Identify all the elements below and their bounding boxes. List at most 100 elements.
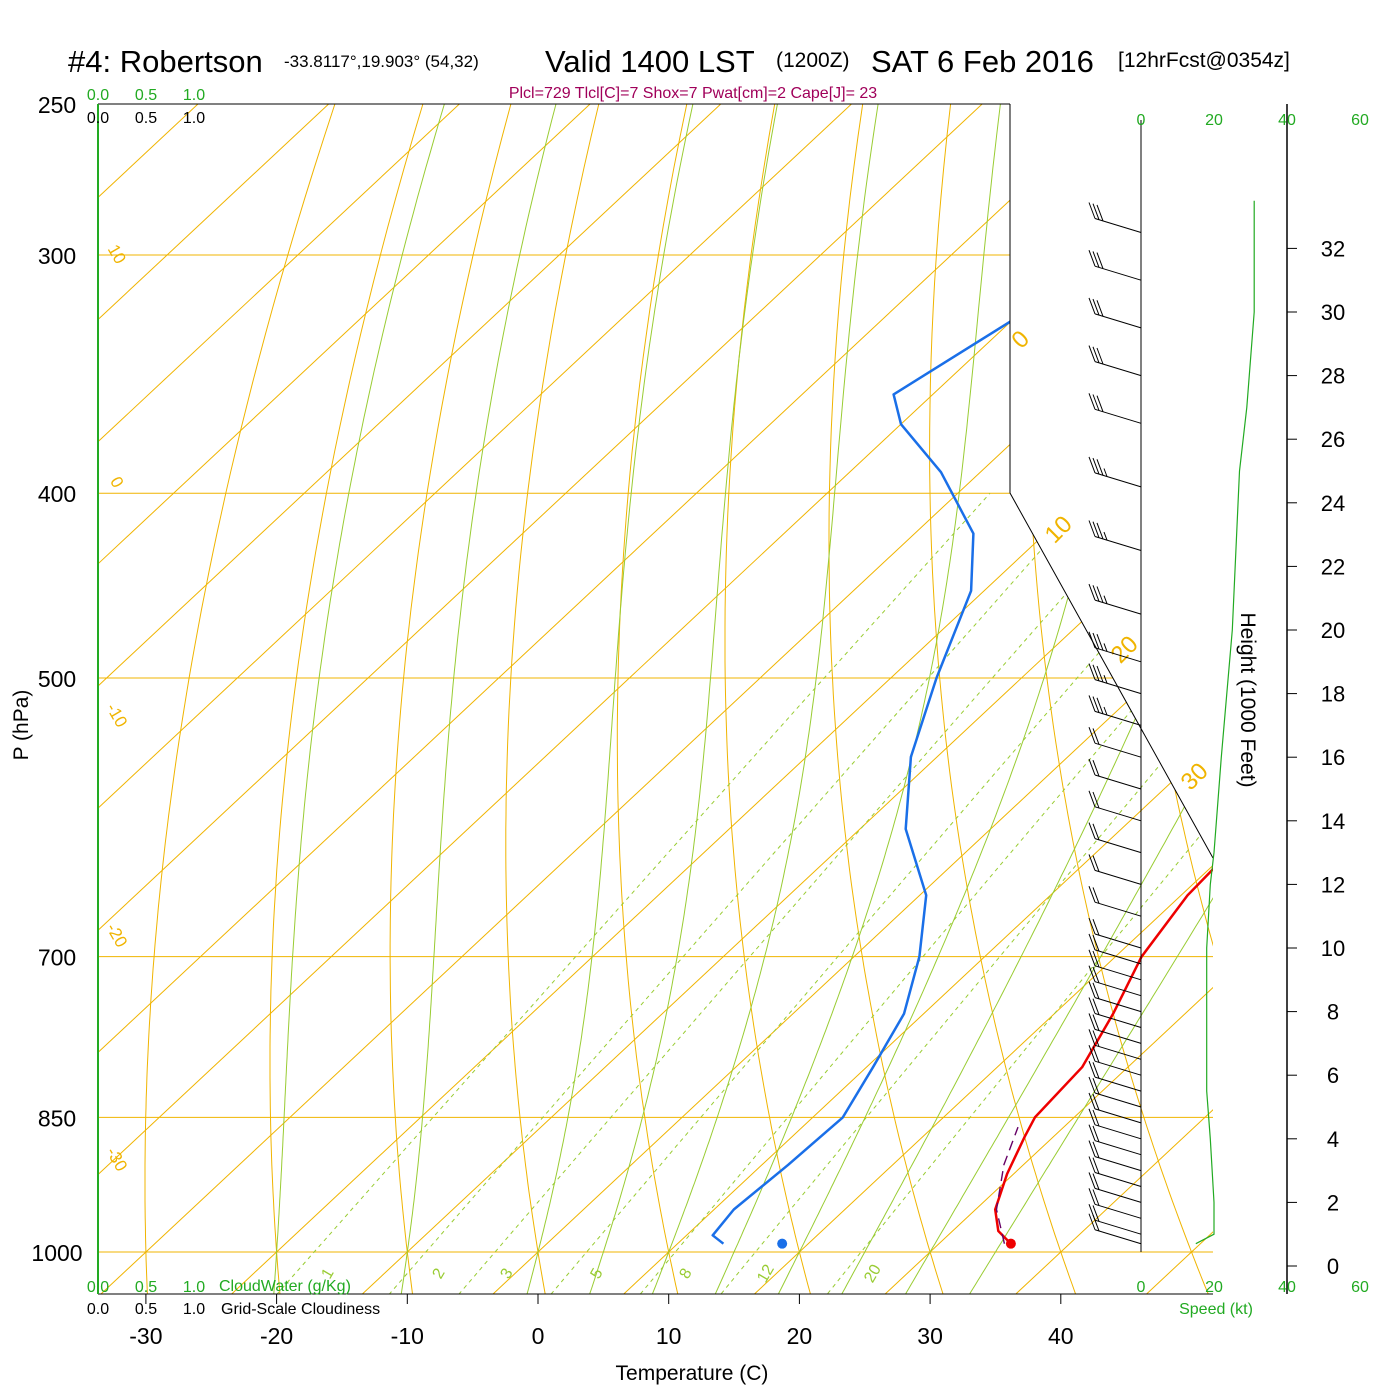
wind-barb-staff — [1094, 679, 1142, 695]
wind-barb — [1088, 345, 1142, 377]
wind-barb-flag — [1096, 300, 1104, 317]
wind-barb-flag — [1092, 585, 1100, 602]
wind-barb-flag — [1092, 1046, 1100, 1063]
wind-barb-half — [1103, 643, 1108, 652]
wind-barb-flag — [1088, 202, 1096, 219]
isotherm-line — [98, 104, 1188, 1294]
wind-barb — [1088, 631, 1142, 663]
wind-barb-flag — [1092, 1125, 1100, 1143]
wind-barb-flag — [1088, 886, 1096, 903]
height-tick-label: 14 — [1321, 809, 1345, 834]
wind-barb-flag — [1092, 664, 1100, 681]
dry-adiabat — [616, 104, 703, 1294]
wind-barb-flag — [1096, 586, 1104, 603]
moist-adiabat — [267, 104, 467, 1294]
wind-barb — [1088, 583, 1142, 615]
wind-barb-flag — [1096, 459, 1104, 476]
height-tick-label: 0 — [1327, 1254, 1339, 1279]
wind-barb-flag — [1092, 1173, 1100, 1190]
wind-barb — [1088, 1045, 1142, 1076]
wind-barb-flag — [1092, 521, 1100, 538]
wind-barb-staff — [1094, 265, 1142, 281]
dry-adiabat-label: 20 — [1106, 631, 1144, 669]
wind-barb-staff — [1094, 536, 1142, 551]
wind-barb-flag — [1092, 998, 1100, 1015]
wind-barb-flag — [1096, 522, 1104, 540]
height-tick-label: 26 — [1321, 427, 1345, 452]
wind-barb-flag — [1092, 934, 1100, 952]
x-tick-label: -30 — [129, 1323, 162, 1349]
wind-barb — [1088, 949, 1142, 981]
x-axis-label: Temperature (C) — [616, 1362, 769, 1385]
wind-barb-flag — [1088, 790, 1096, 807]
speed-tick-bottom: 0 — [1137, 1279, 1146, 1296]
wind-barb — [1088, 997, 1142, 1028]
wind-barb-flag — [1088, 250, 1096, 267]
forecast-info: [12hrFcst@0354z] — [1118, 49, 1290, 72]
wind-barb-flag — [1092, 298, 1100, 316]
moist-adiabat — [800, 104, 1213, 1294]
cloud-scale-bottom-black: 0.0 — [87, 1301, 109, 1318]
wind-barb-flag — [1088, 583, 1096, 601]
wind-barb-flag — [1092, 346, 1100, 363]
height-tick-label: 18 — [1321, 682, 1345, 707]
height-tick-label: 30 — [1321, 300, 1345, 325]
mixing-ratio-label: 8 — [677, 1266, 696, 1282]
wind-barb-staff — [1094, 1187, 1142, 1203]
cloud-scale-bottom-green: 0.5 — [135, 1279, 157, 1296]
wind-barb-half — [1103, 468, 1108, 477]
isotherm-line — [98, 104, 1057, 1294]
cloud-scale-top-green: 1.0 — [183, 87, 205, 104]
wind-barb-flag — [1092, 791, 1100, 809]
wind-barb-flag — [1088, 393, 1096, 410]
dry-adiabat — [1389, 35, 1400, 1368]
wind-barb — [1088, 981, 1142, 1013]
wind-barb — [1088, 758, 1142, 790]
wind-barb-flag — [1096, 697, 1104, 714]
wind-barb-flag — [1092, 1189, 1100, 1206]
valid-time: Valid 1400 LST — [545, 44, 755, 79]
wind-barb-flag — [1096, 665, 1104, 683]
wind-barb-staff — [1094, 933, 1142, 949]
wind-barb-flag — [1092, 1014, 1100, 1031]
wind-barb-flag — [1092, 919, 1100, 936]
isotherm-line — [98, 104, 665, 1294]
wind-barb-flag — [1088, 1172, 1096, 1189]
wind-barb-flag — [1088, 997, 1096, 1014]
dry-adiabat — [828, 104, 969, 1294]
wind-barb — [1088, 695, 1142, 726]
wind-barb — [1088, 456, 1142, 488]
height-tick-label: 10 — [1321, 936, 1345, 961]
wind-barb-flag — [1096, 395, 1104, 412]
wind-panel: Speed (kt) Height (1000 Feet) 0 20 40 600 20… — [1088, 104, 1369, 1318]
wind-barb — [1088, 917, 1142, 949]
wind-barb-flag — [1088, 663, 1096, 680]
wind-barb — [1088, 886, 1142, 917]
wind-barb-flag — [1088, 822, 1096, 839]
wind-barb-flag — [1088, 1124, 1096, 1141]
x-tick-label: 40 — [1048, 1323, 1074, 1349]
height-axis-label: Height (1000 Feet) — [1236, 612, 1259, 787]
moist-adiabat — [621, 104, 891, 1294]
wind-barb-flag — [1088, 1092, 1096, 1110]
cloud-scale-top-green: 0.0 — [87, 87, 109, 104]
wind-barb — [1088, 663, 1142, 695]
surface-dewpoint-marker — [777, 1238, 788, 1249]
x-tick-label: -20 — [260, 1323, 293, 1349]
dry-adiabat — [269, 104, 445, 1294]
wind-barb-flag — [1088, 1029, 1096, 1046]
background-lines — [98, 35, 1400, 1368]
wind-barb-flag — [1088, 949, 1096, 966]
y-tick-label: 1000 — [31, 1240, 82, 1266]
wind-barb-staff — [1094, 361, 1142, 377]
y-tick-label: 250 — [38, 92, 76, 118]
sounding-traces — [711, 141, 1213, 1249]
mixing-ratio-label: 2 — [430, 1266, 449, 1282]
wind-barb — [1088, 520, 1142, 551]
wind-barb — [1088, 1140, 1142, 1172]
isotherm-line — [544, 104, 1213, 1294]
wind-barb-flag — [1092, 966, 1100, 984]
wind-barb-staff — [1094, 1076, 1142, 1092]
wind-barb-staff — [1094, 838, 1142, 854]
wind-barb-flag — [1096, 634, 1104, 651]
